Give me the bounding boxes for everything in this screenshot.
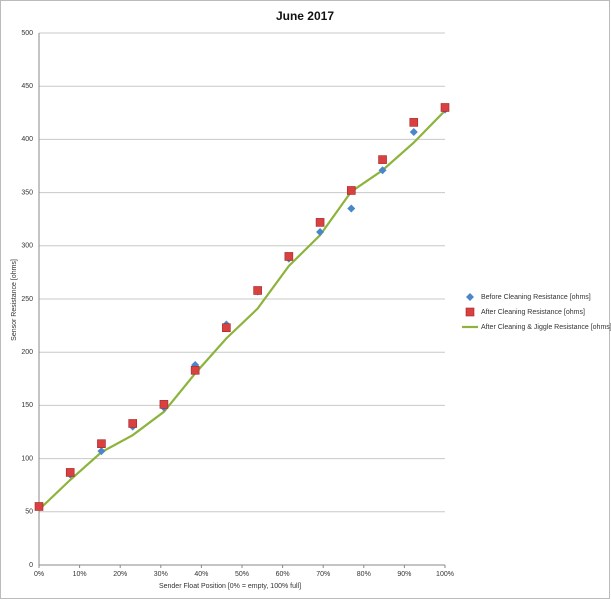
x-tick-label: 90% <box>397 571 411 578</box>
y-tick-label: 300 <box>21 243 33 250</box>
y-tick-label: 0 <box>29 562 33 569</box>
x-tick-label: 30% <box>154 571 168 578</box>
x-tick-label: 70% <box>316 571 330 578</box>
square-marker <box>159 400 169 409</box>
y-tick-label: 150 <box>21 402 33 409</box>
diamond-marker <box>409 127 418 136</box>
square-marker <box>378 155 387 164</box>
square-marker <box>253 286 262 295</box>
x-tick-label: 40% <box>194 571 208 578</box>
square-marker <box>284 252 294 261</box>
diamond-marker <box>316 227 325 236</box>
square-marker <box>190 365 200 375</box>
square-marker <box>97 439 106 449</box>
chart-title: June 2017 <box>276 9 334 23</box>
y-tick-label: 50 <box>25 509 33 516</box>
square-marker <box>65 468 75 477</box>
legend-label: Before Cleaning Resistance [ohms] <box>481 294 591 301</box>
y-tick-label: 400 <box>21 136 33 143</box>
y-tick-label: 450 <box>21 83 33 90</box>
x-tick-label: 60% <box>276 571 290 578</box>
y-tick-label: 350 <box>21 189 33 196</box>
x-axis-title: Sender Float Position [0% = empty, 100% … <box>159 583 301 590</box>
legend-swatch <box>465 307 475 317</box>
square-marker <box>346 186 356 195</box>
y-tick-label: 500 <box>21 30 33 37</box>
diamond-marker <box>97 447 106 456</box>
square-marker <box>34 502 44 511</box>
legend-label: After Cleaning & Jiggle Resistance [ohms… <box>481 324 611 331</box>
legend-swatch <box>466 293 474 301</box>
x-tick-label: 50% <box>235 571 249 578</box>
square-marker <box>315 218 325 227</box>
y-tick-label: 100 <box>21 455 33 462</box>
diamond-marker <box>378 166 387 175</box>
square-marker <box>128 419 138 428</box>
x-tick-label: 0% <box>34 571 44 578</box>
diamond-marker <box>347 204 356 213</box>
square-marker <box>409 118 419 127</box>
y-tick-label: 200 <box>21 349 33 356</box>
x-tick-label: 10% <box>73 571 87 578</box>
square-marker <box>440 103 450 112</box>
x-tick-label: 20% <box>113 571 127 578</box>
x-tick-label: 80% <box>357 571 371 578</box>
legend-label: After Cleaning Resistance [ohms] <box>481 309 585 316</box>
x-tick-label: 100% <box>436 571 454 578</box>
y-tick-label: 250 <box>21 296 33 303</box>
square-marker <box>222 323 231 333</box>
y-axis-title: Sensor Resistance [ohms] <box>11 259 18 341</box>
series-line <box>38 109 446 511</box>
